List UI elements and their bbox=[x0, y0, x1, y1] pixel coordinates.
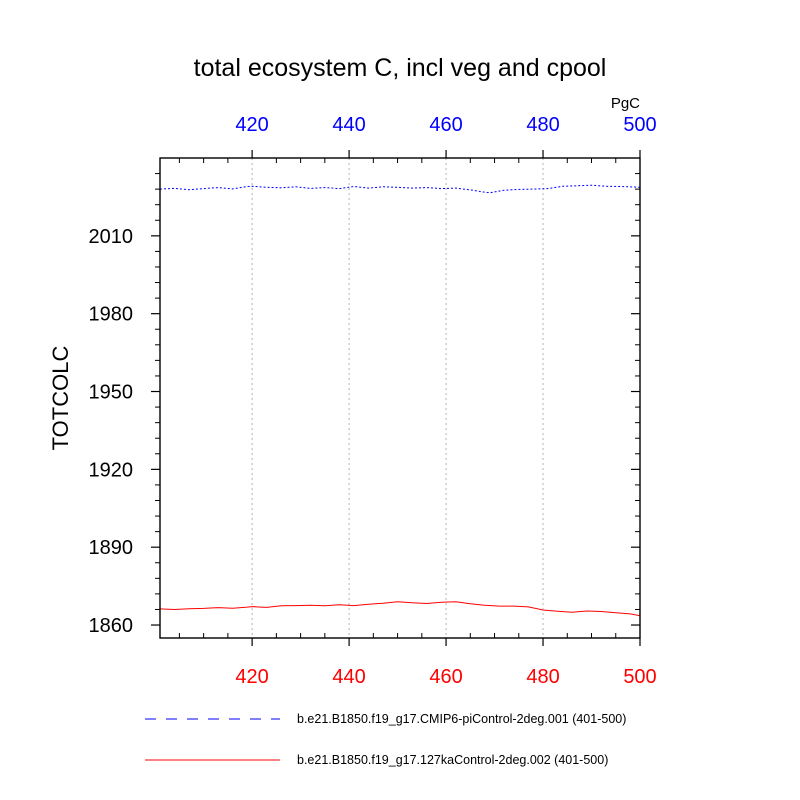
y-tick-label: 1860 bbox=[89, 615, 134, 637]
tick-labels: 420 420 440 440 460 460 480 480 500 500 1860 1890 19… bbox=[89, 114, 657, 688]
y-axis-label: TOTCOLC bbox=[48, 346, 73, 451]
x-tick-label-bottom: 460 bbox=[429, 666, 462, 688]
x-tick-label-top: 480 bbox=[526, 114, 559, 136]
grid-lines bbox=[251, 158, 544, 638]
axis-ticks bbox=[151, 150, 641, 646]
legend: b.e21.B1850.f19_g17.CMIP6-piControl-2deg… bbox=[145, 712, 626, 767]
legend-label-1: b.e21.B1850.f19_g17.CMIP6-piControl-2deg… bbox=[297, 712, 626, 726]
series-layer bbox=[159, 184, 641, 617]
units-label: PgC bbox=[611, 95, 640, 112]
y-tick-label: 1950 bbox=[89, 382, 134, 404]
x-tick-label-top: 440 bbox=[332, 114, 365, 136]
x-tick-label-bottom: 440 bbox=[332, 666, 365, 688]
x-tick-label-bottom: 480 bbox=[526, 666, 559, 688]
x-tick-label-top: 460 bbox=[429, 114, 462, 136]
chart-title: total ecosystem C, incl veg and cpool bbox=[194, 54, 607, 82]
x-tick-label-bottom: 500 bbox=[623, 666, 656, 688]
y-tick-label: 1890 bbox=[89, 537, 134, 559]
legend-label-2: b.e21.B1850.f19_g17.127kaControl-2deg.00… bbox=[297, 753, 608, 767]
x-tick-label-top: 500 bbox=[623, 114, 656, 136]
y-tick-label: 2010 bbox=[89, 226, 134, 248]
plot-frame bbox=[159, 157, 641, 639]
y-tick-label: 1980 bbox=[89, 304, 134, 326]
y-tick-label: 1920 bbox=[89, 459, 134, 481]
x-tick-label-bottom: 420 bbox=[235, 666, 268, 688]
x-tick-label-top: 420 bbox=[235, 114, 268, 136]
series-line-2 bbox=[159, 601, 641, 617]
series-line-1 bbox=[159, 184, 641, 194]
